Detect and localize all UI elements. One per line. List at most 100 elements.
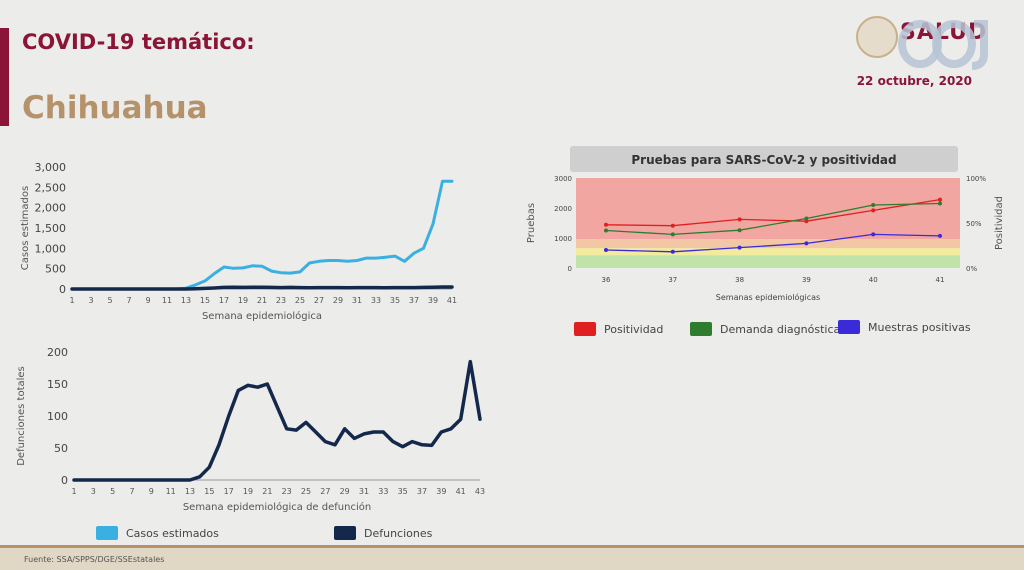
y-tick-label: 1,500 (35, 222, 67, 235)
x-tick-label: 23 (282, 487, 292, 496)
x-tick-label: 13 (181, 296, 191, 305)
footer-source: Fuente: SSA/SPPS/DGE/SSEstatales (24, 555, 165, 564)
x-tick-label: 41 (456, 487, 466, 496)
x-tick-label: 41 (447, 296, 457, 305)
series-line-defunciones (70, 285, 454, 291)
y2-tick-label: 100% (966, 175, 986, 183)
x-tick-label: 40 (869, 276, 878, 284)
x-tick-label: 11 (166, 487, 176, 496)
legend-swatch-muestras (838, 320, 860, 334)
x-axis-label: Semanas epidemiológicas (716, 292, 820, 302)
series-point-demanda-diagnóstica (670, 232, 675, 237)
government-seal-icon (856, 16, 898, 58)
x-tick-label: 17 (219, 296, 229, 305)
series-point-positividad (670, 223, 675, 228)
x-tick-label: 21 (262, 487, 272, 496)
series-line-casos-estimados (70, 179, 454, 291)
series-point-positividad (737, 217, 742, 222)
series-point-demanda-diagnóstica (804, 216, 809, 221)
series-line-demanda-diagnóstica (605, 202, 941, 236)
legend-label-casos: Casos estimados (126, 526, 219, 540)
channel-watermark-icon (898, 20, 988, 70)
series-line-positividad (605, 198, 941, 227)
y-tick-label: 0 (61, 474, 68, 487)
legend-muestras: Muestras positivas (838, 320, 971, 334)
x-tick-label: 11 (162, 296, 172, 305)
accent-bar (0, 28, 9, 126)
y-axis-label: Pruebas (526, 203, 537, 243)
x-tick-label: 35 (390, 296, 400, 305)
x-tick-label: 3 (91, 487, 96, 496)
x-tick-label: 31 (352, 296, 362, 305)
y-tick-label: 500 (45, 263, 66, 276)
legend-swatch-positividad (574, 322, 596, 336)
legend-label-muestras: Muestras positivas (868, 320, 971, 334)
x-tick-label: 37 (417, 487, 427, 496)
x-tick-label: 9 (145, 296, 150, 305)
y-tick-label: 50 (54, 442, 68, 455)
series-line-muestras-positivas (605, 233, 941, 253)
x-axis-label: Semana epidemiológica (202, 310, 322, 322)
x-tick-label: 3 (88, 296, 93, 305)
band-green (576, 255, 960, 268)
y-axis-label: Defunciones totales (16, 366, 27, 466)
legend-label-defunciones: Defunciones (364, 526, 433, 540)
x-tick-label: 37 (668, 276, 677, 284)
y-axis-label: Casos estimados (20, 186, 31, 270)
series-point-positividad (938, 197, 942, 202)
y-tick-label: 0 (568, 265, 572, 273)
date-label: 22 octubre, 2020 (856, 74, 972, 88)
series-point-muestras-positivas (804, 241, 809, 246)
y-tick-label: 2,000 (35, 202, 67, 215)
series-point-muestras-positivas (604, 248, 608, 252)
x-tick-label: 39 (428, 296, 438, 305)
x-tick-label: 41 (936, 276, 945, 284)
y-tick-label: 3000 (554, 175, 572, 183)
footer-divider (0, 545, 1024, 548)
series-point-positividad (871, 208, 876, 213)
series-point-muestras-positivas (737, 245, 742, 250)
x-tick-label: 36 (602, 276, 611, 284)
band-red (576, 178, 960, 240)
y2-tick-label: 50% (966, 220, 982, 228)
series-point-demanda-diagnóstica (604, 228, 608, 233)
x-tick-label: 29 (333, 296, 343, 305)
y-tick-label: 200 (47, 346, 68, 359)
legend-positividad: Positividad (574, 322, 663, 336)
y-tick-label: 1000 (554, 235, 572, 243)
x-tick-label: 19 (238, 296, 248, 305)
x-tick-label: 13 (185, 487, 195, 496)
y-tick-label: 2,500 (35, 181, 67, 194)
x-axis-label: Semana epidemiológica de defunción (183, 501, 371, 513)
x-tick-label: 9 (149, 487, 154, 496)
legend-defunciones: Defunciones (334, 526, 432, 540)
legend-casos: Casos estimados (96, 526, 219, 540)
x-tick-label: 25 (301, 487, 311, 496)
page-title: COVID-19 temático: (22, 30, 255, 54)
x-tick-label: 33 (378, 487, 388, 496)
series-point-muestras-positivas (938, 233, 942, 238)
series-point-demanda-diagnóstica (737, 228, 742, 233)
y2-axis-label: Positividad (994, 196, 1005, 250)
x-tick-label: 37 (409, 296, 419, 305)
y-tick-label: 150 (47, 378, 68, 391)
x-tick-label: 23 (276, 296, 286, 305)
x-tick-label: 39 (436, 487, 446, 496)
footer-bar (0, 548, 1024, 570)
x-tick-label: 27 (320, 487, 330, 496)
y-tick-label: 3,000 (35, 161, 67, 174)
x-tick-label: 35 (398, 487, 408, 496)
legend-label-demanda: Demanda diagnóstica (720, 322, 841, 336)
series-point-muestras-positivas (670, 249, 675, 254)
series-point-demanda-diagnóstica (938, 201, 942, 206)
x-tick-label: 19 (243, 487, 253, 496)
x-tick-label: 33 (371, 296, 381, 305)
x-tick-label: 17 (224, 487, 234, 496)
x-tick-label: 38 (735, 276, 744, 284)
legend-swatch-casos (96, 526, 118, 540)
x-tick-label: 29 (340, 487, 350, 496)
y-tick-label: 100 (47, 410, 68, 423)
x-tick-label: 7 (129, 487, 134, 496)
